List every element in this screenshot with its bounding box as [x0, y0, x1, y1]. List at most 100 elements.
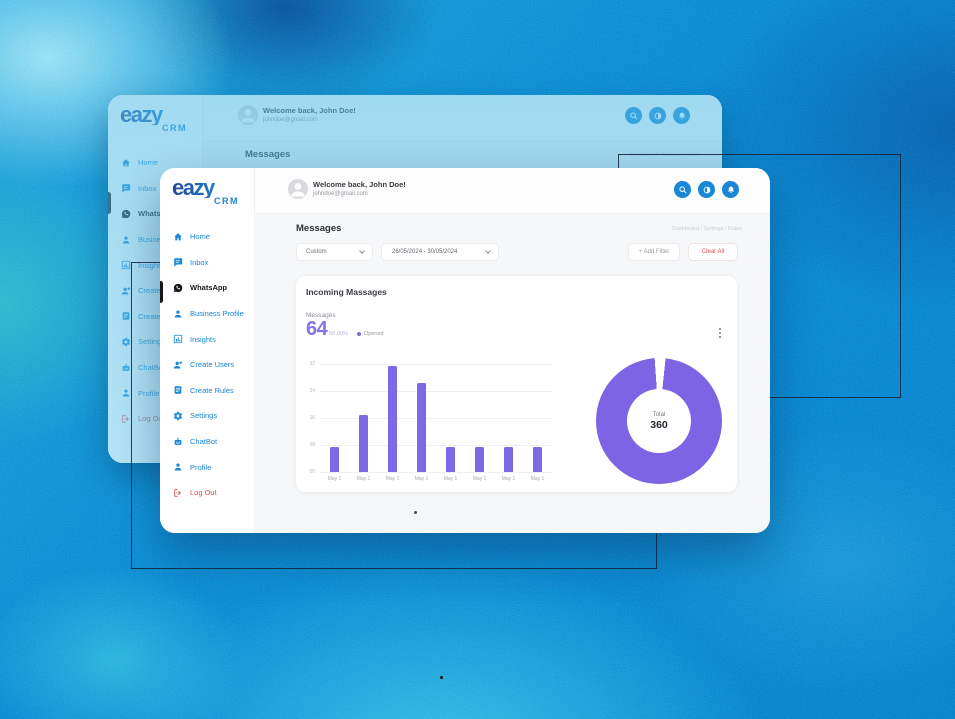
- x-tick-label: May 1: [327, 476, 342, 482]
- bar-chart-yaxis: 32 24 16 08 00: [304, 361, 317, 475]
- notification-bell-icon[interactable]: [722, 181, 739, 198]
- metric-value: 64: [306, 318, 328, 340]
- sidebar-item-logout[interactable]: Log Out: [160, 480, 254, 506]
- avatar: [288, 179, 308, 199]
- sidebar-item-label: Create Rules: [190, 385, 234, 395]
- filter-bar: Custom 26/05/2024 - 30/05/2024 + Add Fil…: [255, 243, 770, 262]
- date-range-value: 26/05/2024 - 30/05/2024: [392, 249, 458, 255]
- bar: [388, 365, 397, 472]
- x-tick-label: May 1: [530, 476, 545, 482]
- main-area: Welcome back, John Doe! johndoe@gmail.co…: [255, 168, 770, 533]
- card-title: Incoming Massages: [306, 287, 387, 297]
- page-title: Messages: [296, 223, 342, 234]
- x-tick-label: May 1: [385, 476, 400, 482]
- insights-icon: [173, 334, 183, 344]
- gridline: [320, 391, 552, 392]
- sidebar-item-label: Home: [190, 232, 211, 242]
- x-tick-label: May 1: [472, 476, 487, 482]
- y-tick-label: 00: [309, 469, 315, 475]
- gridline: [320, 445, 552, 446]
- inbox-icon: [173, 257, 183, 267]
- bar-slot: [378, 364, 407, 472]
- sidebar-item-label: ChatBot: [190, 437, 218, 447]
- bar-chart: 32 24 16 08 00 May 1 May 1 May 1 May 1 May 1 May …: [304, 361, 556, 486]
- breadcrumb: Dashboard / Settings / Rules: [671, 226, 742, 232]
- bar-chart-xlabels: May 1 May 1 May 1 May 1 May 1 May 1 May 1 May 1: [320, 476, 552, 482]
- bar: [504, 447, 513, 472]
- add-filter-button[interactable]: + Add Filter: [628, 243, 680, 261]
- profile-icon: [173, 462, 183, 472]
- x-tick-label: May 1: [501, 476, 516, 482]
- y-tick-label: 24: [309, 388, 315, 394]
- x-tick-label: May 1: [356, 476, 371, 482]
- bar-slot: [407, 364, 436, 472]
- home-icon: [173, 232, 183, 242]
- sidebar-item-home[interactable]: Home: [160, 224, 254, 250]
- sidebar-item-label: Log Out: [190, 488, 217, 498]
- header-icons: [674, 181, 739, 198]
- sidebar-item-settings[interactable]: Settings: [160, 403, 254, 429]
- card-menu-kebab-icon[interactable]: [717, 326, 723, 340]
- date-range-select[interactable]: 26/05/2024 - 30/05/2024: [381, 243, 499, 261]
- x-tick-label: May 1: [443, 476, 458, 482]
- sidebar-item-profile[interactable]: Profile: [160, 454, 254, 480]
- business-profile-icon: [173, 309, 183, 319]
- range-type-value: Custom: [306, 249, 327, 255]
- bar-slot: [436, 364, 465, 472]
- welcome-text: Welcome back, John Doe!: [313, 180, 406, 189]
- donut-center: Total 360: [627, 389, 691, 453]
- sidebar-item-create-users[interactable]: Create Users: [160, 352, 254, 378]
- clear-all-button[interactable]: Clear All: [688, 243, 738, 261]
- sidebar-item-label: Business Profile: [190, 309, 244, 319]
- page-content: Messages Dashboard / Settings / Rules Cu…: [255, 214, 770, 533]
- whatsapp-icon: [173, 283, 183, 293]
- theme-toggle-icon[interactable]: [698, 181, 715, 198]
- x-tick-label: May 1: [414, 476, 429, 482]
- range-type-select[interactable]: Custom: [296, 243, 373, 261]
- gridline: [320, 364, 552, 365]
- legend-label: Opened: [364, 331, 384, 337]
- sidebar-item-create-rules[interactable]: Create Rules: [160, 378, 254, 404]
- bar-slot: [320, 364, 349, 472]
- create-users-icon: [173, 360, 183, 370]
- sidebar-item-inbox[interactable]: Inbox: [160, 250, 254, 276]
- sidebar-item-whatsapp[interactable]: WhatsApp: [160, 275, 254, 301]
- chevron-down-icon: [359, 248, 365, 254]
- sidebar-item-business-profile[interactable]: Business Profile: [160, 301, 254, 327]
- legend-dot: [357, 332, 361, 336]
- bar-slot: [523, 364, 552, 472]
- sidebar-item-chatbot[interactable]: ChatBot: [160, 429, 254, 455]
- app-logo: eazy CRM: [172, 177, 242, 206]
- settings-icon: [173, 411, 183, 421]
- chevron-down-icon: [485, 248, 491, 254]
- app-header: Welcome back, John Doe! johndoe@gmail.co…: [255, 168, 770, 214]
- user-email: johndoe@gmail.com: [313, 191, 368, 197]
- sidebar-item-label: Profile: [190, 462, 212, 472]
- sidebar-item-label: WhatsApp: [190, 283, 228, 293]
- sidebar-nav: Home Inbox WhatsApp Business Profile Insight…: [160, 224, 254, 506]
- carousel-dot[interactable]: [414, 511, 417, 514]
- sidebar-item-label: Inbox: [190, 257, 209, 267]
- bar-slot: [349, 364, 378, 472]
- bar-chart-bars: [320, 364, 552, 472]
- incoming-messages-card: Incoming Massages Messages 64 50.00% Ope…: [296, 276, 737, 492]
- search-icon[interactable]: [674, 181, 691, 198]
- chart-legend: Opened: [357, 331, 384, 337]
- metric-percent: 50.00%: [329, 331, 348, 337]
- metric: 64 50.00%: [306, 318, 348, 341]
- metric-label: Messages: [306, 312, 336, 319]
- bar: [533, 447, 542, 472]
- chatbot-icon: [173, 437, 183, 447]
- bar: [475, 447, 484, 472]
- app-window: eazy CRM Home Inbox WhatsApp Business Profi…: [160, 168, 770, 533]
- bar: [417, 382, 426, 472]
- bar-slot: [494, 364, 523, 472]
- sidebar-item-label: Create Users: [190, 360, 235, 370]
- gridline: [320, 472, 552, 473]
- logout-icon: [173, 488, 183, 498]
- y-tick-label: 32: [309, 361, 315, 367]
- donut-center-value: 360: [650, 418, 668, 431]
- y-tick-label: 16: [309, 415, 315, 421]
- sidebar-item-insights[interactable]: Insights: [160, 326, 254, 352]
